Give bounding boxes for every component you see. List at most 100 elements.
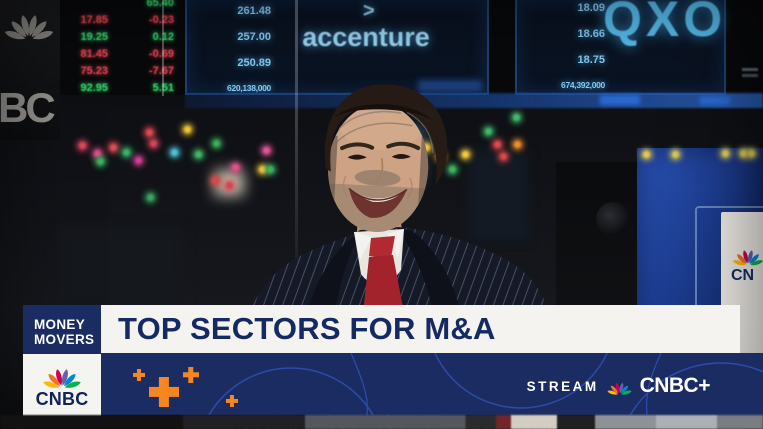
light-dot [150, 140, 157, 147]
cnbc-peacock-gray-icon [2, 2, 56, 42]
light-dot [267, 166, 274, 173]
light-dot [748, 150, 755, 157]
plus-decor-icon [133, 369, 145, 381]
light-dot [643, 151, 650, 158]
glass-pole [295, 0, 298, 258]
board-value: 18.66 [577, 28, 605, 40]
light-dot [513, 114, 520, 121]
accenture-logo: accenture [302, 22, 430, 52]
ticker-price: 17.85 [80, 13, 108, 26]
light-dot [171, 149, 178, 156]
pattern-band: STREAM CNBC+ [101, 353, 763, 415]
guest-head [324, 84, 448, 235]
show-badge-line1: MONEY [34, 317, 86, 332]
light-dot [135, 157, 142, 164]
cnbc-peacock-icon [41, 359, 83, 390]
ticker-change: 65.40 [146, 0, 174, 9]
guest-teeth [350, 189, 405, 202]
cnbc-sign-letters: BC [0, 84, 56, 131]
light-dot [184, 126, 191, 133]
headline-band: TOP SECTORS FOR M&A [101, 305, 740, 353]
light-dot [514, 141, 521, 148]
desk-foreground [0, 415, 763, 429]
headline-text: TOP SECTORS FOR M&A [118, 311, 496, 346]
bg-tiny-label [742, 68, 758, 71]
cnbc-peacock-icon [606, 376, 633, 396]
led-highlight [700, 96, 730, 105]
ticker-change: -7.67 [148, 64, 174, 77]
guest-eyebrow [340, 142, 375, 151]
accenture-board: 261.48 257.00 250.89 620,138,000 > accentur… [185, 0, 489, 95]
light-dot [226, 182, 233, 189]
light-dot [94, 150, 101, 157]
guest-collar [387, 229, 404, 258]
light-dot [449, 166, 456, 173]
monitor-card-outline [695, 206, 763, 353]
guest-eye [391, 153, 411, 159]
light-dot [259, 166, 266, 173]
led-highlight [600, 95, 640, 105]
board-value: 257.00 [237, 31, 271, 43]
guest-collar [354, 232, 372, 260]
guest-eye [347, 154, 367, 160]
plus-decor-icon [183, 367, 199, 383]
light-dot [485, 128, 492, 135]
light-dot [462, 151, 469, 158]
bg-blur-text-bar [418, 80, 482, 92]
ticker-price: 19.25 [80, 30, 108, 43]
board-value: 261.48 [237, 5, 271, 17]
light-dot [232, 164, 239, 171]
light-dot [212, 177, 219, 184]
band-arcs-decor [208, 353, 763, 415]
ticker-price: 81.45 [80, 47, 108, 60]
light-dot [110, 144, 117, 151]
board-value: 18.75 [577, 54, 605, 66]
ticker-row: 75.23 -7.67 [62, 62, 186, 79]
board-value: 674,392,000 [561, 80, 605, 90]
accenture-symbol-icon: > [363, 0, 375, 22]
board-value: 18.09 [577, 2, 605, 14]
board-value: 250.89 [237, 57, 271, 69]
stream-promo: STREAM CNBC+ [526, 374, 711, 398]
light-dot [722, 150, 729, 157]
stream-label: STREAM [526, 378, 599, 394]
light-dot [500, 153, 507, 160]
qxo-board: 18.09 18.66 18.75 674,392,000 QXO [515, 0, 726, 95]
camera-lens [596, 202, 630, 236]
qxo-values: 18.09 18.66 18.75 674,392,000 [541, 2, 605, 106]
cnbc-peacock-icon [731, 242, 763, 267]
light-dot [672, 151, 679, 158]
monitor-cnbc-card: CN [721, 212, 763, 353]
light-dot [97, 158, 104, 165]
light-dot [423, 144, 430, 151]
light-dot [123, 149, 130, 156]
ticker-row: 65.40 [62, 0, 186, 11]
ticker-price: 75.23 [80, 64, 108, 77]
light-dot [263, 147, 270, 154]
ticker-price: 92.95 [80, 81, 108, 94]
bg-blur-panel [468, 150, 528, 240]
ticker-change: 5.51 [152, 81, 174, 94]
accenture-values: 261.48 257.00 250.89 620,138,000 [191, 5, 271, 109]
ticker-change: -0.23 [148, 13, 174, 26]
show-badge-line2: MOVERS [34, 332, 95, 348]
qxo-logo: QXO [603, 0, 727, 47]
guest-mouth [348, 188, 408, 218]
glass-pole [162, 0, 164, 96]
light-dot [146, 129, 153, 136]
light-dot [79, 142, 86, 149]
guest-nose [369, 158, 384, 184]
plus-decor-icon [149, 377, 179, 407]
ticker-row: 81.45 -0.69 [62, 45, 186, 62]
show-badge: MONEY MOVERS [23, 305, 101, 354]
light-dot [494, 141, 501, 148]
board-value: 620,138,000 [227, 83, 271, 93]
plus-decor-icon [226, 395, 238, 407]
light-dot [213, 140, 220, 147]
cnbc-logo-box: CNBC [23, 354, 101, 416]
bg-tiny-label [742, 74, 758, 77]
guest-hairline [333, 104, 433, 121]
ticker-row: 17.85 -0.23 [62, 11, 186, 28]
ticker-change: 0.12 [152, 30, 174, 43]
